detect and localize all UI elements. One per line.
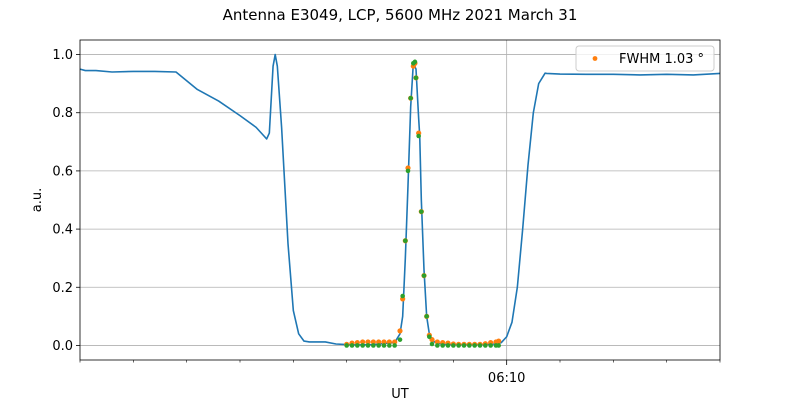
data-point bbox=[360, 343, 365, 348]
axis-ticks: 0.0 0.2 0.4 0.6 0.8 1.0 06:10 bbox=[52, 48, 721, 386]
data-point bbox=[365, 339, 371, 345]
data-point bbox=[488, 343, 493, 348]
data-point bbox=[387, 343, 392, 348]
data-point bbox=[435, 343, 440, 348]
data-point bbox=[424, 314, 429, 319]
y-tick-label: 0.6 bbox=[52, 164, 73, 179]
data-point bbox=[408, 95, 413, 101]
data-point bbox=[360, 339, 366, 345]
data-point bbox=[496, 338, 502, 344]
y-tick-label: 0.0 bbox=[52, 339, 73, 354]
data-point bbox=[427, 334, 432, 340]
data-point bbox=[376, 339, 382, 345]
data-point bbox=[392, 343, 397, 348]
data-point bbox=[386, 339, 392, 345]
data-point bbox=[416, 133, 421, 139]
data-point bbox=[445, 343, 451, 348]
chart-title: Antenna E3049, LCP, 5600 MHz 2021 March … bbox=[223, 6, 578, 24]
legend-marker bbox=[592, 56, 598, 61]
data-point bbox=[392, 339, 398, 345]
data-point bbox=[344, 343, 349, 348]
y-tick-label: 1.0 bbox=[52, 48, 73, 63]
data-point bbox=[419, 209, 424, 214]
data-point bbox=[376, 343, 381, 348]
plot-area bbox=[80, 40, 720, 360]
y-tick-label: 0.2 bbox=[52, 281, 73, 296]
series-line bbox=[79, 53, 721, 346]
data-point bbox=[467, 343, 472, 348]
data-point bbox=[421, 273, 427, 278]
y-tick-label: 0.8 bbox=[52, 106, 73, 121]
data-point bbox=[496, 343, 501, 348]
y-tick-label: 0.4 bbox=[52, 223, 73, 238]
data-point bbox=[434, 339, 440, 345]
data-point bbox=[355, 343, 360, 348]
legend-label: FWHM 1.03 ° bbox=[619, 52, 704, 67]
grid-lines bbox=[80, 40, 720, 360]
data-point bbox=[365, 343, 371, 348]
data-point bbox=[405, 168, 411, 174]
data-point bbox=[456, 343, 461, 348]
data-point bbox=[412, 59, 418, 65]
data-point bbox=[483, 343, 488, 348]
data-point bbox=[349, 343, 355, 348]
data-point bbox=[403, 238, 408, 244]
x-tick-label: 06:10 bbox=[488, 371, 525, 386]
legend: FWHM 1.03 ° bbox=[575, 45, 715, 72]
data-point bbox=[472, 343, 477, 348]
data-point bbox=[400, 293, 405, 299]
data-point bbox=[397, 337, 403, 342]
data-point bbox=[381, 339, 387, 345]
data-point bbox=[381, 343, 387, 348]
data-point bbox=[371, 343, 376, 348]
legend-box bbox=[575, 45, 715, 72]
data-point bbox=[413, 75, 419, 81]
data-point bbox=[461, 343, 467, 348]
series-group bbox=[79, 53, 721, 348]
data-point bbox=[451, 343, 456, 348]
data-point bbox=[370, 339, 376, 345]
data-point bbox=[477, 343, 483, 348]
y-axis-label: a.u. bbox=[30, 188, 45, 212]
data-point bbox=[429, 341, 435, 347]
data-point bbox=[440, 343, 445, 348]
x-axis-label: UT bbox=[391, 387, 409, 400]
data-point bbox=[397, 328, 403, 334]
